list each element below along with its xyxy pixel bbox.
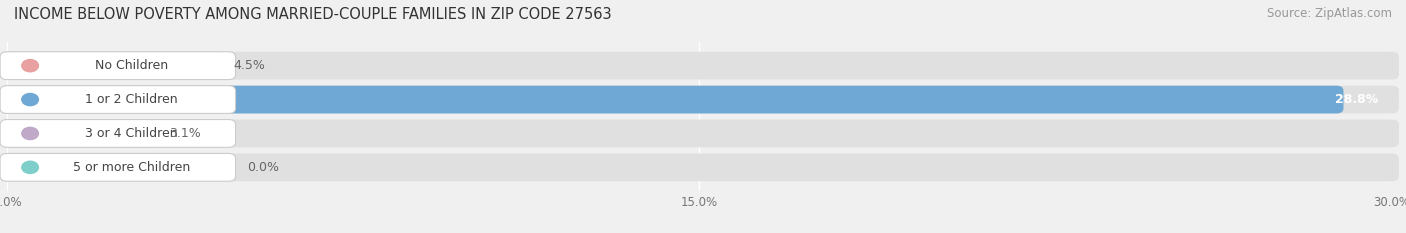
FancyBboxPatch shape — [0, 52, 1399, 79]
FancyBboxPatch shape — [0, 52, 236, 79]
Text: Source: ZipAtlas.com: Source: ZipAtlas.com — [1267, 7, 1392, 20]
Text: 3 or 4 Children: 3 or 4 Children — [86, 127, 179, 140]
FancyBboxPatch shape — [0, 86, 236, 113]
Circle shape — [22, 93, 38, 106]
Circle shape — [22, 161, 38, 173]
FancyBboxPatch shape — [0, 86, 1399, 113]
Text: 5 or more Children: 5 or more Children — [73, 161, 190, 174]
Circle shape — [22, 60, 38, 72]
Text: 4.5%: 4.5% — [233, 59, 266, 72]
FancyBboxPatch shape — [0, 52, 222, 79]
FancyBboxPatch shape — [0, 120, 157, 147]
FancyBboxPatch shape — [0, 120, 236, 147]
FancyBboxPatch shape — [0, 120, 1399, 147]
Text: 3.1%: 3.1% — [169, 127, 200, 140]
Text: 0.0%: 0.0% — [247, 161, 278, 174]
FancyBboxPatch shape — [0, 86, 1344, 113]
Text: 1 or 2 Children: 1 or 2 Children — [86, 93, 179, 106]
Text: 28.8%: 28.8% — [1334, 93, 1378, 106]
FancyBboxPatch shape — [0, 154, 1399, 181]
Text: No Children: No Children — [96, 59, 169, 72]
Circle shape — [22, 127, 38, 140]
FancyBboxPatch shape — [0, 154, 236, 181]
Text: INCOME BELOW POVERTY AMONG MARRIED-COUPLE FAMILIES IN ZIP CODE 27563: INCOME BELOW POVERTY AMONG MARRIED-COUPL… — [14, 7, 612, 22]
